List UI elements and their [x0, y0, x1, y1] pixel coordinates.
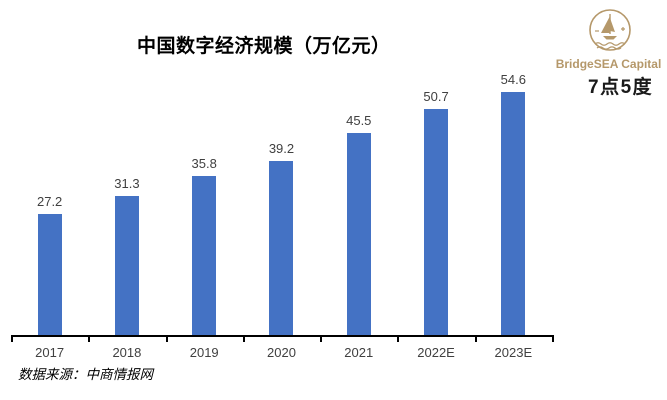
bar-2021 — [346, 133, 371, 335]
brand-name: BridgeSEA Capital — [555, 57, 662, 71]
sub-brand: 7点5度 — [556, 72, 653, 99]
bar-value-label: 27.2 — [36, 194, 63, 209]
x-axis-label: 2023E — [494, 345, 533, 360]
bar-value-label: 39.2 — [268, 141, 295, 156]
bar-value-label: 50.7 — [423, 89, 449, 104]
qidianwudu-logo-icon — [556, 73, 584, 99]
bar-2023E — [501, 92, 526, 335]
x-axis-line — [11, 335, 554, 342]
sub-brand-name: 7点5度 — [588, 77, 654, 98]
x-axis-tick — [552, 335, 554, 342]
bar-slot: 27.2 2017 — [11, 62, 88, 360]
x-axis-tick — [397, 335, 399, 342]
bar-value-label: 31.3 — [114, 176, 140, 191]
x-axis-label: 2022E — [417, 345, 455, 360]
bar-2018 — [114, 196, 139, 335]
logo-blue-square — [560, 88, 568, 96]
x-axis-tick — [243, 335, 245, 342]
chart-title: 中国数字经济规模（万亿元） — [137, 36, 391, 57]
bar-slot: 39.2 2020 — [243, 62, 320, 360]
x-axis-tick — [166, 335, 168, 342]
bar-value-label: 35.8 — [191, 156, 217, 171]
bar-2022E — [424, 109, 449, 335]
bar-value-label: 54.6 — [500, 72, 526, 87]
x-axis-label: 2021 — [344, 345, 374, 360]
bar-2020 — [269, 161, 294, 335]
x-axis-tick — [475, 335, 477, 342]
bar-slot: 35.8 2019 — [166, 62, 243, 360]
bar-2017 — [37, 214, 62, 335]
x-axis-label: 2018 — [112, 345, 142, 360]
bar-slot: 54.6 2023E — [475, 62, 552, 360]
bridgesea-sailboat-logo-icon — [589, 9, 631, 51]
x-axis-label: 2019 — [189, 345, 219, 360]
x-axis-tick — [320, 335, 322, 342]
x-axis-tick — [88, 335, 90, 342]
source-note: 数据来源：中商情报网 — [18, 367, 153, 382]
x-axis-tick — [11, 335, 13, 342]
bar-2019 — [192, 176, 217, 335]
logo-orange-square — [569, 79, 583, 93]
bar-slot: 50.7 2022E — [397, 62, 474, 360]
x-axis-label: 2017 — [35, 345, 65, 360]
bar-chart: 27.2 2017 31.3 2018 35.8 2019 39.2 2020 45.5 2021… — [11, 62, 552, 360]
x-axis-label: 2020 — [267, 345, 296, 360]
bar-slot: 45.5 2021 — [320, 62, 397, 360]
bar-value-label: 45.5 — [346, 113, 372, 128]
bar-slot: 31.3 2018 — [88, 62, 165, 360]
